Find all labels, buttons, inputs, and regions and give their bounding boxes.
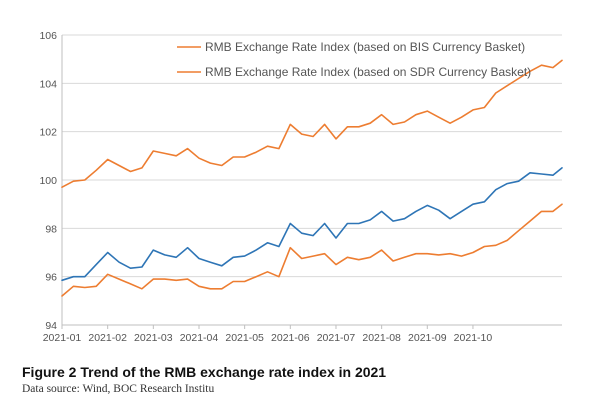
line-chart: 94 96 98 100 102 104 106 2021-01 2021-02 2021-03 2… <box>39 30 563 344</box>
x-tick-label-2021-09: 2021-09 <box>408 332 447 344</box>
series-line-2 <box>61 203 563 297</box>
series-line-1 <box>61 59 563 188</box>
x-tick-label-2021-03: 2021-03 <box>134 332 173 344</box>
figure-caption: Figure 2 Trend of the RMB exchange rate … <box>22 364 387 380</box>
y-tick-label-102: 102 <box>39 127 57 139</box>
y-tick-label-100: 100 <box>39 175 57 187</box>
legend-label-1: RMB Exchange Rate Index (based on BIS Cu… <box>205 40 525 54</box>
y-tick-label-94: 94 <box>45 320 57 332</box>
y-tick-label-106: 106 <box>39 30 57 42</box>
x-tick-label-2021-10: 2021-10 <box>454 332 493 344</box>
x-tick-label-2021-07: 2021-07 <box>317 332 356 344</box>
x-tick-label-2021-01: 2021-01 <box>43 332 82 344</box>
series-lines <box>61 59 563 297</box>
gridlines <box>62 34 562 278</box>
legend: RMB Exchange Rate Index (based on BIS Cu… <box>177 40 531 79</box>
legend-label-2: RMB Exchange Rate Index (based on SDR Cu… <box>205 65 531 79</box>
y-tick-label-98: 98 <box>45 223 57 235</box>
data-source-note: Data source: Wind, BOC Research Institu <box>22 383 215 395</box>
axes: 94 96 98 100 102 104 106 2021-01 2021-02 2021-03 2… <box>39 30 562 344</box>
y-tick-label-104: 104 <box>39 78 57 90</box>
x-tick-label-2021-05: 2021-05 <box>225 332 264 344</box>
y-tick-label-96: 96 <box>45 272 57 284</box>
x-tick-label-2021-08: 2021-08 <box>362 332 401 344</box>
series-line-3 <box>61 167 563 282</box>
x-tick-label-2021-04: 2021-04 <box>180 332 219 344</box>
x-tick-label-2021-02: 2021-02 <box>88 332 127 344</box>
x-tick-label-2021-06: 2021-06 <box>271 332 310 344</box>
